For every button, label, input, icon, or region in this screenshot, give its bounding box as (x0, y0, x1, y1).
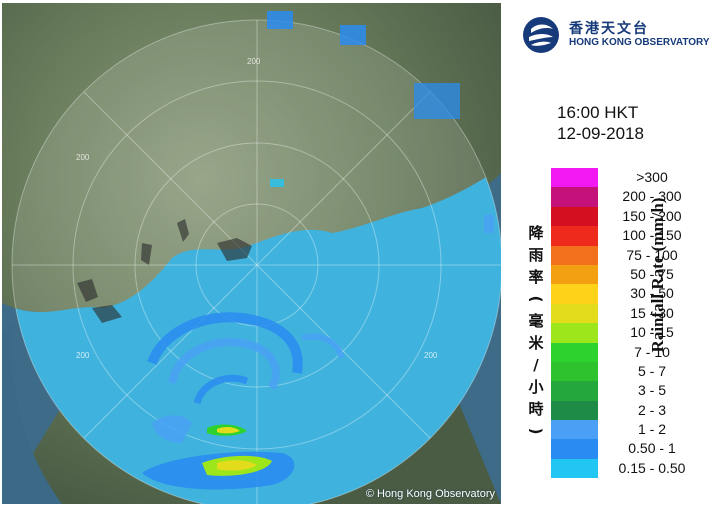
legend-row: 150 - 200 (551, 206, 701, 227)
date-label: 12-09-2018 (557, 124, 644, 143)
copyright-notice: © Hong Kong Observatory (365, 488, 495, 500)
legend-row: 7 - 10 (551, 342, 701, 362)
range-label-southwest: 200 (76, 351, 90, 360)
legend-swatch (551, 323, 598, 343)
rain-echoes (142, 11, 494, 490)
legend-title-zh: 降 雨 率 ( 毫 米 / 小 時 ) (527, 224, 545, 435)
legend-row: 10 - 15 (551, 323, 701, 343)
legend-label: 1 - 2 (637, 421, 666, 438)
legend-label: 5 - 7 (637, 362, 666, 379)
observatory-logo: 香港天文台 HONG KONG OBSERVATORY (519, 15, 719, 55)
legend-swatch (551, 342, 598, 362)
legend-swatch (551, 245, 598, 265)
legend-row: 2 - 3 (551, 400, 701, 421)
legend-swatch (551, 187, 598, 207)
radar-map[interactable]: 200 200 200 200 © Hong Kong Observatory (2, 3, 501, 504)
legend-swatch (551, 361, 598, 382)
range-label-west: 200 (76, 153, 90, 162)
legend-swatch (551, 381, 598, 401)
range-label-southeast: 200 (424, 351, 438, 360)
range-rings (11, 19, 501, 504)
org-name-zh: 香港天文台 (569, 21, 649, 37)
radar-map-svg: 200 200 200 200 (2, 3, 501, 504)
legend-label: 0.50 - 1 (628, 440, 676, 457)
legend-label: >300 (636, 169, 668, 185)
legend-swatch (551, 458, 598, 479)
legend-row: 30 - 50 (551, 284, 701, 304)
legend-label: 30 - 50 (630, 285, 674, 302)
legend-row: 100 - 150 (551, 226, 701, 246)
sea-area (12, 168, 501, 504)
legend-swatch (551, 226, 598, 246)
legend-row: >300 (551, 168, 701, 188)
legend-label: 7 - 10 (634, 343, 670, 360)
legend-row: 5 - 7 (551, 361, 701, 382)
legend-row: 1 - 2 (551, 420, 701, 440)
legend-label: 75 - 100 (626, 246, 678, 263)
legend-label: 50 - 75 (630, 265, 674, 282)
range-label-north: 200 (247, 57, 261, 66)
legend-label: 10 - 15 (630, 324, 674, 341)
legend-swatch (551, 264, 598, 285)
legend-swatch (551, 439, 598, 459)
legend-row: 50 - 75 (551, 264, 701, 285)
legend-label: 150 - 200 (622, 207, 682, 224)
range-labels: 200 200 200 200 (76, 57, 438, 360)
legend-label: 3 - 5 (637, 382, 666, 399)
coastline (77, 219, 252, 323)
legend-swatch (551, 400, 598, 421)
legend-label: 2 - 3 (637, 401, 666, 418)
legend-row: 0.50 - 1 (551, 439, 701, 459)
legend-row: 0.15 - 0.50 (551, 458, 701, 479)
rainfall-legend: >300 200 - 300 150 - 200 100 - 150 75 - 100 5… (551, 168, 701, 479)
legend-row: 200 - 300 (551, 187, 701, 207)
observatory-emblem-icon (523, 17, 559, 53)
timestamp: 16:00 HKT 12-09-2018 (557, 102, 644, 144)
legend-swatch (551, 206, 598, 227)
legend-row: 3 - 5 (551, 381, 701, 401)
legend-swatch (551, 420, 598, 440)
legend-row: 15 - 30 (551, 303, 701, 324)
legend-swatch (551, 284, 598, 304)
legend-label: 200 - 300 (622, 188, 682, 205)
legend-row: 75 - 100 (551, 245, 701, 265)
legend-swatch (551, 303, 598, 324)
legend-label: 0.15 - 0.50 (618, 459, 686, 476)
legend-title-en: Rainfall Rate (mm/h) (648, 197, 667, 353)
legend-label: 100 - 150 (622, 227, 682, 244)
legend-label: 15 - 30 (630, 304, 674, 321)
legend-swatch (551, 168, 598, 188)
time-label: 16:00 HKT (557, 103, 639, 122)
org-name-en: HONG KONG OBSERVATORY (569, 37, 710, 48)
